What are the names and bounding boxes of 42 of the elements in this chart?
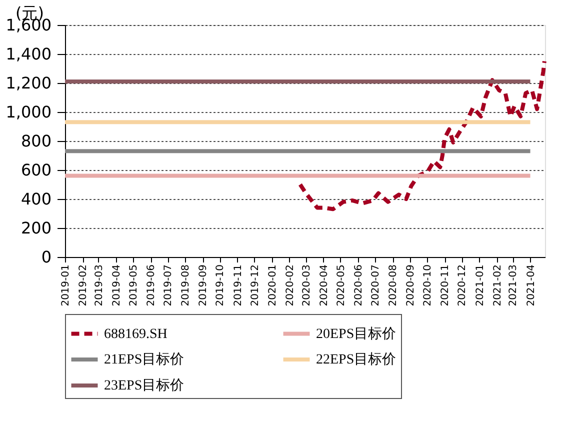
legend-label: 22EPS目标价 — [316, 352, 396, 368]
x-tick-label: 2020-11 — [440, 264, 452, 306]
line-series — [298, 59, 546, 212]
y-tick-label: 1,000 — [6, 102, 52, 122]
x-tick-label: 2019-06 — [146, 264, 158, 306]
x-tick-label: 2019-03 — [94, 264, 105, 306]
legend-label: 688169.SH — [104, 326, 168, 342]
y-tick-label: 0 — [41, 248, 52, 266]
x-tick-label: 2020-03 — [301, 264, 312, 306]
x-tick-label: 2019-09 — [198, 264, 210, 306]
y-tick-label: 200 — [20, 218, 52, 238]
y-tick-label: 400 — [20, 190, 52, 208]
x-tick-label: 2020-08 — [388, 264, 400, 306]
x-tick-label: 2019-07 — [163, 264, 174, 306]
x-tick-label: 2020-12 — [457, 264, 468, 306]
x-tick-label: 2020-06 — [353, 264, 364, 306]
x-tick-label: 2021-02 — [492, 264, 504, 306]
legend-label: 23EPS目标价 — [104, 378, 184, 394]
y-tick-label: 1,200 — [6, 74, 52, 92]
x-tick-label: 2021-03 — [508, 264, 520, 306]
y-tick-label: 600 — [20, 160, 52, 180]
x-tick-label: 2020-04 — [318, 264, 330, 306]
x-tick-label: 2020-02 — [284, 264, 296, 306]
x-tick-label: 2019-05 — [128, 264, 140, 306]
x-tick-label: 2020-07 — [370, 264, 382, 306]
x-tick-label: 2020-09 — [406, 264, 417, 306]
y-tick-label: 1,400 — [6, 44, 52, 64]
x-tick-label: 2020-10 — [422, 264, 434, 306]
x-tick-label: 2019-08 — [180, 264, 192, 306]
x-tick-label: 2019-12 — [250, 264, 261, 306]
x-tick-label: 2019-11 — [232, 264, 244, 306]
x-tick-label: 2019-04 — [112, 264, 123, 306]
x-tick-label: 2021-01 — [474, 264, 486, 306]
x-tick-label: 2019-02 — [78, 264, 90, 306]
legend-label: 20EPS目标价 — [316, 326, 396, 342]
x-tick-label: 2021-04 — [526, 264, 537, 306]
x-tick-label: 2020-01 — [267, 264, 278, 306]
x-tick-label: 2020-05 — [336, 264, 347, 306]
y-tick-label: 800 — [20, 132, 52, 150]
x-tick-label: 2019-01 — [60, 264, 72, 306]
legend-label: 21EPS目标价 — [104, 352, 184, 368]
x-tick-label: 2019-10 — [215, 264, 226, 306]
